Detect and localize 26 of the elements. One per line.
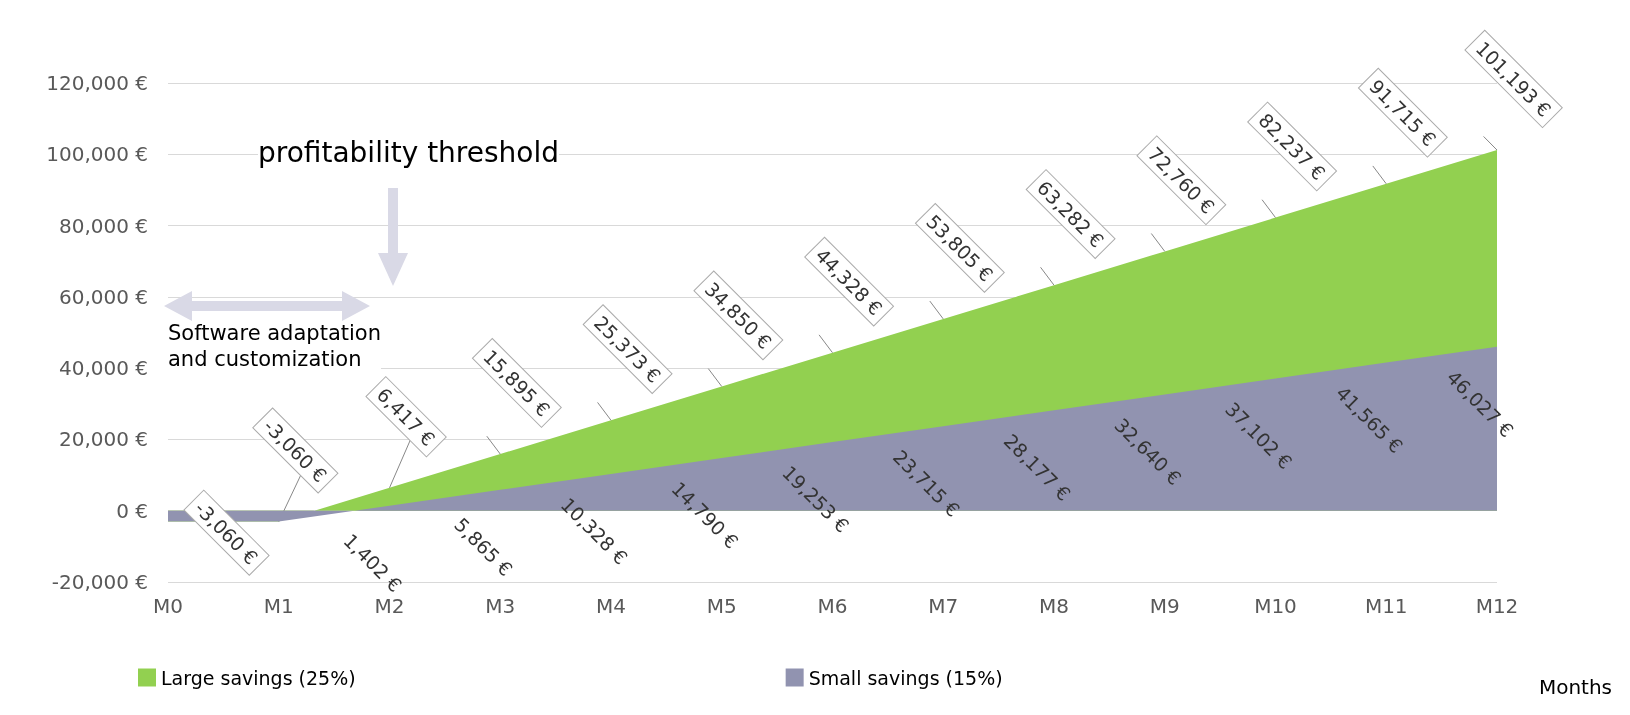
y-tick-label: 60,000 € <box>58 284 148 309</box>
legend-label: Small savings (15%) <box>808 666 1003 689</box>
x-tick-label: M7 <box>928 594 959 618</box>
y-tick-label: 0 € <box>116 498 148 523</box>
annotation: profitability threshold <box>258 135 559 169</box>
y-tick-label: -20,000 € <box>51 570 148 594</box>
x-tick-label: M1 <box>263 594 294 618</box>
x-tick-label: M12 <box>1475 594 1519 618</box>
x-tick-label: M11 <box>1364 594 1408 618</box>
x-tick-label: M3 <box>485 594 516 618</box>
x-tick-label: M8 <box>1039 594 1069 618</box>
y-tick-label: 20,000 € <box>58 427 148 452</box>
x-tick-label: M6 <box>817 594 848 618</box>
legend-label: Large savings (25%) <box>161 666 356 689</box>
y-tick-label: 80,000 € <box>58 213 148 238</box>
x-tick-label: M0 <box>153 594 183 618</box>
x-tick-label: M4 <box>596 594 626 618</box>
x-tick-label: M10 <box>1254 594 1297 618</box>
y-tick-label: 40,000 € <box>58 356 148 381</box>
x-tick-label: M2 <box>374 594 405 618</box>
x-tick-label: M5 <box>706 594 737 618</box>
x-axis-title: Months <box>1538 675 1612 699</box>
annotation: Software adaptation and customization <box>168 321 381 371</box>
y-tick-label: 120,000 € <box>46 71 148 95</box>
y-tick-label: 100,000 € <box>46 142 148 167</box>
x-tick-label: M9 <box>1149 594 1180 618</box>
